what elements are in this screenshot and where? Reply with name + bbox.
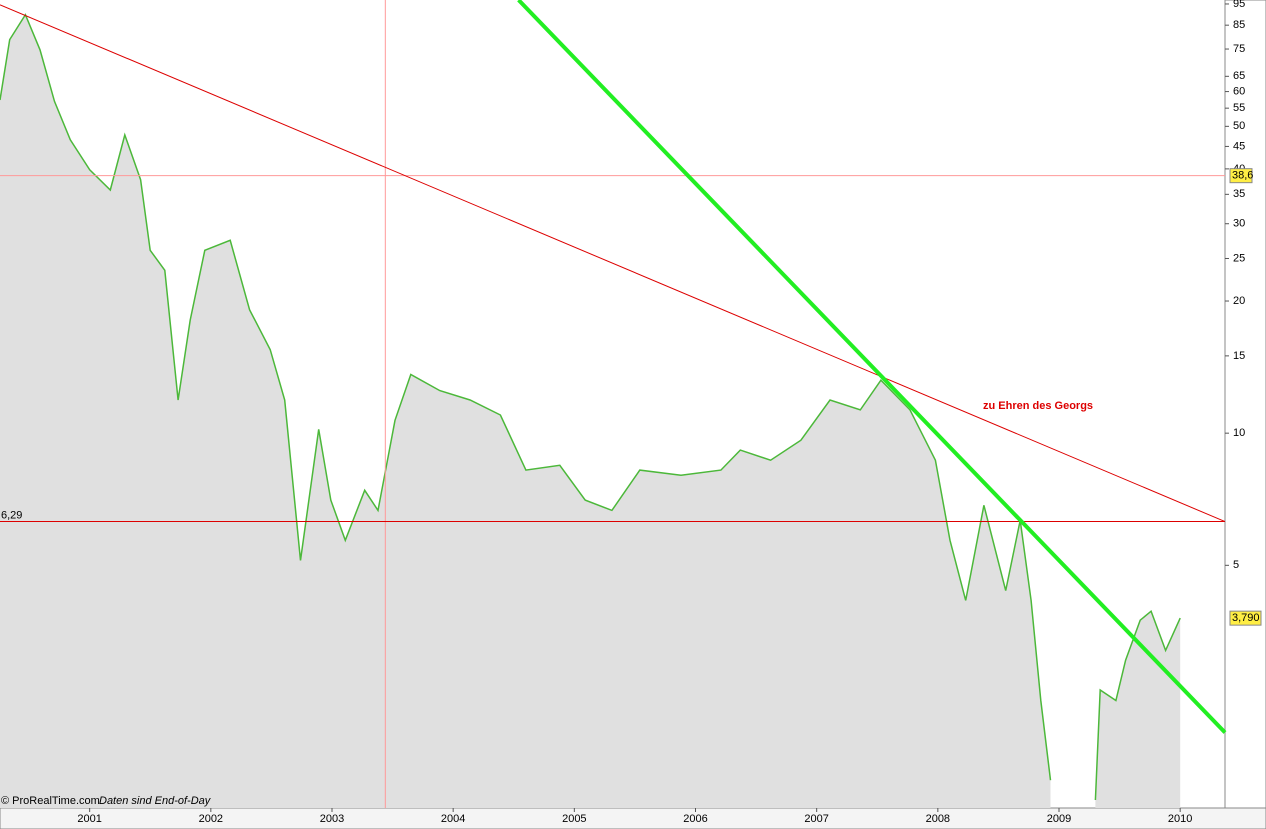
x-tick-label: 2005 bbox=[562, 813, 586, 825]
x-tick-label: 2010 bbox=[1168, 813, 1192, 825]
y-tick-label: 75 bbox=[1233, 43, 1245, 55]
hline-label: 6,29 bbox=[1, 509, 22, 521]
y-tick-label: 95 bbox=[1233, 0, 1245, 10]
trend-line bbox=[0, 4, 1226, 523]
y-tick-label: 65 bbox=[1233, 70, 1245, 82]
y-axis-panel bbox=[1224, 0, 1266, 809]
x-tick-label: 2002 bbox=[199, 813, 223, 825]
x-axis-panel bbox=[0, 807, 1266, 829]
y-tick-label: 20 bbox=[1233, 295, 1245, 307]
x-tick-label: 2006 bbox=[683, 813, 707, 825]
annotation: zu Ehren des Georgs bbox=[983, 400, 1093, 412]
last-value-box bbox=[1229, 610, 1262, 626]
x-tick-label: 2003 bbox=[320, 813, 344, 825]
y-tick-label: 10 bbox=[1233, 427, 1245, 439]
price-area bbox=[0, 14, 1181, 808]
trend-line bbox=[517, 0, 1227, 734]
y-tick-label: 85 bbox=[1233, 19, 1245, 31]
price-line bbox=[0, 13, 1181, 801]
y-tick-label: 60 bbox=[1233, 85, 1245, 97]
y-tick-label: 35 bbox=[1233, 188, 1245, 200]
y-tick-label: 15 bbox=[1233, 350, 1245, 362]
x-tick-label: 2008 bbox=[926, 813, 950, 825]
footer-note: Daten sind End-of-Day bbox=[99, 795, 212, 807]
x-tick-label: 2001 bbox=[77, 813, 101, 825]
y-tick-label: 30 bbox=[1233, 218, 1245, 230]
y-tick-label: 55 bbox=[1233, 102, 1245, 114]
y-tick-label: 5 bbox=[1233, 559, 1239, 571]
footer: © ProRealTime.com bbox=[1, 795, 100, 807]
x-tick-label: 2004 bbox=[441, 813, 465, 825]
x-tick-label: 2007 bbox=[804, 813, 828, 825]
hline-value-label: 38,6 bbox=[1232, 170, 1253, 182]
y-tick-label: 25 bbox=[1233, 252, 1245, 264]
hline-value-box bbox=[1229, 168, 1253, 184]
last-value-label: 3,790 bbox=[1232, 612, 1260, 624]
y-tick-label: 45 bbox=[1233, 140, 1245, 152]
x-tick-label: 2009 bbox=[1047, 813, 1071, 825]
y-tick-label: 50 bbox=[1233, 120, 1245, 132]
